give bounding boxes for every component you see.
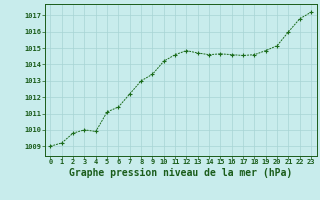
X-axis label: Graphe pression niveau de la mer (hPa): Graphe pression niveau de la mer (hPa) xyxy=(69,168,292,178)
